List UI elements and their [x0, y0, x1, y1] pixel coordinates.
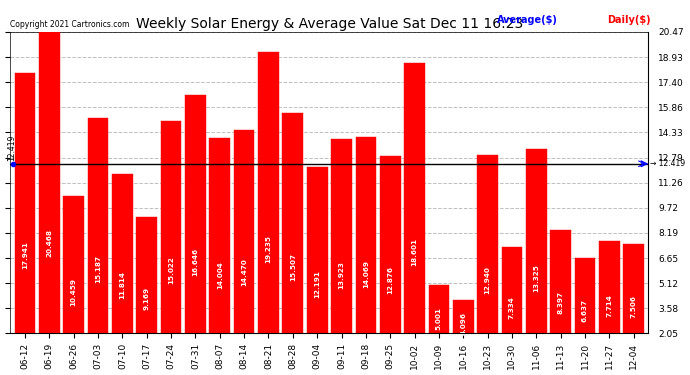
Text: → 12.419: → 12.419 [649, 159, 684, 168]
Text: 13.923: 13.923 [339, 261, 344, 289]
Bar [477, 155, 498, 333]
Text: 14.470: 14.470 [241, 259, 247, 286]
Bar [307, 168, 328, 333]
Text: 11.814: 11.814 [119, 272, 126, 300]
Bar [137, 217, 157, 333]
Bar [453, 300, 473, 333]
Text: 7.714: 7.714 [607, 294, 612, 317]
Bar [550, 230, 571, 333]
Text: 7.334: 7.334 [509, 296, 515, 319]
Text: 12.191: 12.191 [314, 270, 320, 298]
Text: 12.419: 12.419 [7, 135, 16, 161]
Bar [282, 113, 303, 333]
Bar [428, 285, 449, 333]
Text: 7.506: 7.506 [631, 295, 637, 318]
Bar [210, 138, 230, 333]
Text: 13.325: 13.325 [533, 264, 540, 292]
Bar [258, 52, 279, 333]
Text: 12.940: 12.940 [484, 266, 491, 294]
Bar [526, 149, 546, 333]
Text: 15.187: 15.187 [95, 255, 101, 283]
Text: 6.637: 6.637 [582, 300, 588, 322]
Text: 8.397: 8.397 [558, 291, 564, 314]
Title: Weekly Solar Energy & Average Value Sat Dec 11 16:23: Weekly Solar Energy & Average Value Sat … [136, 17, 523, 31]
Text: 16.646: 16.646 [193, 248, 199, 276]
Text: Copyright 2021 Cartronics.com: Copyright 2021 Cartronics.com [10, 20, 130, 29]
Text: 14.004: 14.004 [217, 261, 223, 289]
Bar [88, 118, 108, 333]
Bar [234, 130, 255, 333]
Text: 18.601: 18.601 [411, 238, 417, 266]
Text: 9.169: 9.169 [144, 287, 150, 310]
Bar [355, 137, 376, 333]
Text: 15.507: 15.507 [290, 254, 296, 281]
Bar [14, 74, 35, 333]
Bar [331, 139, 352, 333]
Bar [404, 63, 425, 333]
Text: 19.235: 19.235 [266, 235, 271, 263]
Text: 12.876: 12.876 [387, 266, 393, 294]
Bar [39, 32, 60, 333]
Bar [623, 244, 644, 333]
Bar [63, 196, 84, 333]
Bar [599, 241, 620, 333]
Text: 17.941: 17.941 [22, 242, 28, 269]
Text: 10.459: 10.459 [70, 278, 77, 306]
Bar [185, 94, 206, 333]
Bar [502, 247, 522, 333]
Text: 14.069: 14.069 [363, 261, 369, 288]
Bar [161, 121, 181, 333]
Bar [575, 258, 595, 333]
Bar [380, 156, 400, 333]
Text: Daily($): Daily($) [607, 15, 651, 25]
Bar [112, 174, 132, 333]
Text: 5.001: 5.001 [436, 308, 442, 330]
Text: Average($): Average($) [497, 15, 558, 25]
Text: 20.468: 20.468 [46, 229, 52, 257]
Text: 15.022: 15.022 [168, 256, 174, 284]
Text: 4.096: 4.096 [460, 312, 466, 335]
